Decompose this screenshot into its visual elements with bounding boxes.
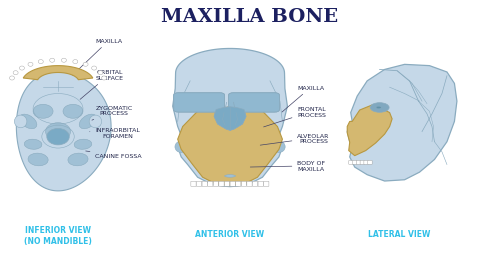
Ellipse shape <box>272 141 285 153</box>
Text: MAXILLA: MAXILLA <box>72 39 122 76</box>
Ellipse shape <box>13 71 18 75</box>
Ellipse shape <box>89 116 102 128</box>
FancyBboxPatch shape <box>202 182 207 187</box>
Ellipse shape <box>73 60 78 64</box>
Polygon shape <box>24 66 93 81</box>
Ellipse shape <box>102 77 106 81</box>
Ellipse shape <box>10 77 14 81</box>
Polygon shape <box>347 65 457 181</box>
Text: ZYGOMATIC
PROCESS: ZYGOMATIC PROCESS <box>92 105 132 121</box>
Ellipse shape <box>376 107 381 109</box>
Ellipse shape <box>50 59 54 63</box>
Ellipse shape <box>74 140 92 150</box>
FancyBboxPatch shape <box>258 182 264 187</box>
FancyBboxPatch shape <box>252 182 258 187</box>
FancyBboxPatch shape <box>208 182 213 187</box>
Ellipse shape <box>68 154 88 166</box>
Ellipse shape <box>24 140 42 150</box>
Ellipse shape <box>20 115 37 129</box>
Polygon shape <box>172 49 288 187</box>
Ellipse shape <box>370 103 389 113</box>
FancyBboxPatch shape <box>196 182 202 187</box>
Text: MAXILLA: MAXILLA <box>282 85 325 113</box>
Polygon shape <box>347 105 392 156</box>
FancyBboxPatch shape <box>368 161 372 165</box>
Text: BODY OF
MAXILLA: BODY OF MAXILLA <box>250 161 326 171</box>
Ellipse shape <box>80 115 96 129</box>
Ellipse shape <box>28 154 48 166</box>
Text: CANINE FOSSA: CANINE FOSSA <box>86 151 142 158</box>
Text: ORBITAL
SURFACE: ORBITAL SURFACE <box>80 70 124 100</box>
FancyBboxPatch shape <box>230 182 235 187</box>
FancyBboxPatch shape <box>352 161 357 165</box>
Ellipse shape <box>28 63 33 67</box>
Ellipse shape <box>63 105 83 119</box>
Polygon shape <box>16 72 111 191</box>
Text: FRONTAL
PROCESS: FRONTAL PROCESS <box>264 106 326 128</box>
FancyBboxPatch shape <box>264 182 269 187</box>
FancyBboxPatch shape <box>228 93 280 113</box>
Text: ANTERIOR VIEW: ANTERIOR VIEW <box>196 229 264 238</box>
Ellipse shape <box>33 105 53 119</box>
Text: INFERIOR VIEW
(NO MANDIBLE): INFERIOR VIEW (NO MANDIBLE) <box>24 226 92 245</box>
Ellipse shape <box>92 67 96 71</box>
FancyBboxPatch shape <box>174 93 224 113</box>
FancyBboxPatch shape <box>348 161 353 165</box>
Text: INFRAORBITAL
FORAMEN: INFRAORBITAL FORAMEN <box>90 128 140 139</box>
Text: LATERAL VIEW: LATERAL VIEW <box>368 229 431 238</box>
Polygon shape <box>178 103 282 186</box>
Ellipse shape <box>62 59 66 63</box>
FancyBboxPatch shape <box>360 161 364 165</box>
FancyBboxPatch shape <box>191 182 196 187</box>
Ellipse shape <box>38 60 44 64</box>
Ellipse shape <box>83 63 88 67</box>
FancyBboxPatch shape <box>364 161 368 165</box>
Text: ALVEOLAR
PROCESS: ALVEOLAR PROCESS <box>260 133 330 146</box>
Ellipse shape <box>14 116 27 128</box>
FancyBboxPatch shape <box>224 182 230 187</box>
Ellipse shape <box>98 71 103 75</box>
FancyBboxPatch shape <box>247 182 252 187</box>
FancyBboxPatch shape <box>356 161 361 165</box>
Ellipse shape <box>20 67 24 71</box>
FancyBboxPatch shape <box>236 182 241 187</box>
FancyBboxPatch shape <box>174 93 224 113</box>
Text: MAXILLA BONE: MAXILLA BONE <box>162 8 338 26</box>
Polygon shape <box>214 107 246 131</box>
FancyBboxPatch shape <box>228 93 280 113</box>
Ellipse shape <box>47 129 70 145</box>
FancyBboxPatch shape <box>242 182 246 187</box>
FancyBboxPatch shape <box>214 182 218 187</box>
Ellipse shape <box>175 141 188 153</box>
Ellipse shape <box>46 123 70 141</box>
Ellipse shape <box>224 175 235 178</box>
Polygon shape <box>214 107 246 131</box>
FancyBboxPatch shape <box>219 182 224 187</box>
